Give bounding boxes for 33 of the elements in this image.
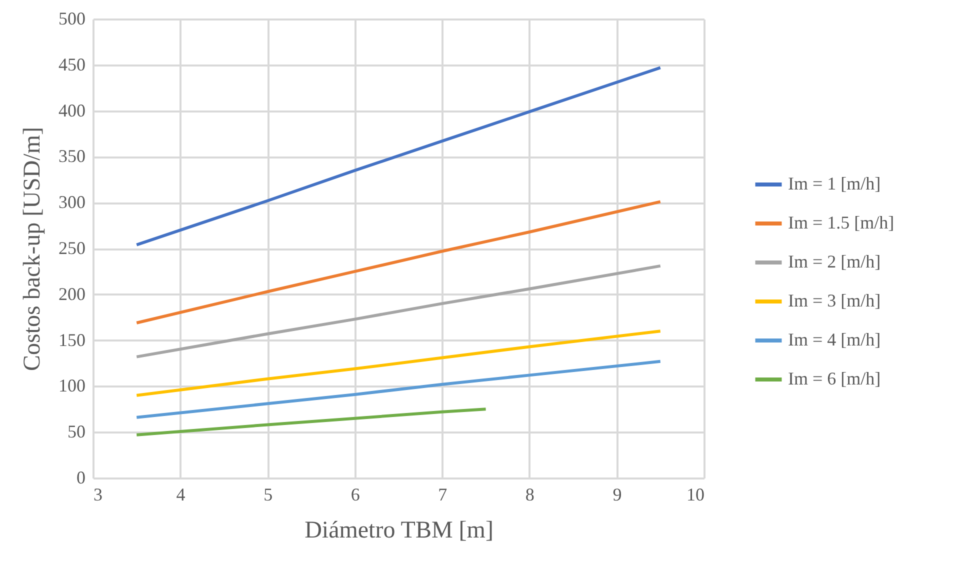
x-tick-label: 7 (438, 484, 448, 504)
y-tick-label: 200 (58, 284, 86, 304)
y-tick-label: 450 (58, 54, 86, 74)
x-tick-label: 8 (525, 484, 534, 504)
line-series (135, 408, 488, 436)
y-tick-label: 300 (58, 192, 86, 212)
x-tick-label: 10 (686, 484, 704, 504)
line-series (135, 330, 662, 397)
x-tick-label: 9 (612, 484, 622, 504)
x-tick-label: 3 (94, 484, 102, 504)
legend-label: Im = 3 [m/h] (788, 290, 881, 310)
line-series (135, 66, 662, 246)
y-tick-label: 150 (58, 330, 86, 350)
y-axis-title: Costos back-up [USD/m] (20, 127, 46, 371)
legend-label: Im = 2 [m/h] (788, 252, 881, 272)
y-tick-label: 400 (58, 100, 86, 120)
line-series (135, 360, 662, 419)
legend-label: Im = 4 [m/h] (788, 330, 881, 350)
line-series (135, 264, 662, 358)
y-tick-label: 50 (68, 422, 86, 442)
legend-label: Im = 1.5 [m/h] (788, 212, 894, 232)
y-tick-label: 0 (76, 468, 86, 488)
line-series (135, 200, 662, 324)
x-tick-label: 4 (176, 484, 186, 504)
x-axis-title: Diámetro TBM [m] (304, 518, 494, 544)
legend-label: Im = 1 [m/h] (788, 174, 881, 194)
y-tick-label: 250 (58, 238, 86, 258)
y-tick-label: 100 (58, 376, 86, 396)
x-tick-label: 5 (264, 484, 273, 504)
y-tick-label: 350 (58, 146, 86, 166)
legend-label: Im = 6 [m/h] (788, 368, 881, 388)
x-tick-label: 6 (350, 484, 360, 504)
y-tick-label: 500 (58, 8, 86, 28)
